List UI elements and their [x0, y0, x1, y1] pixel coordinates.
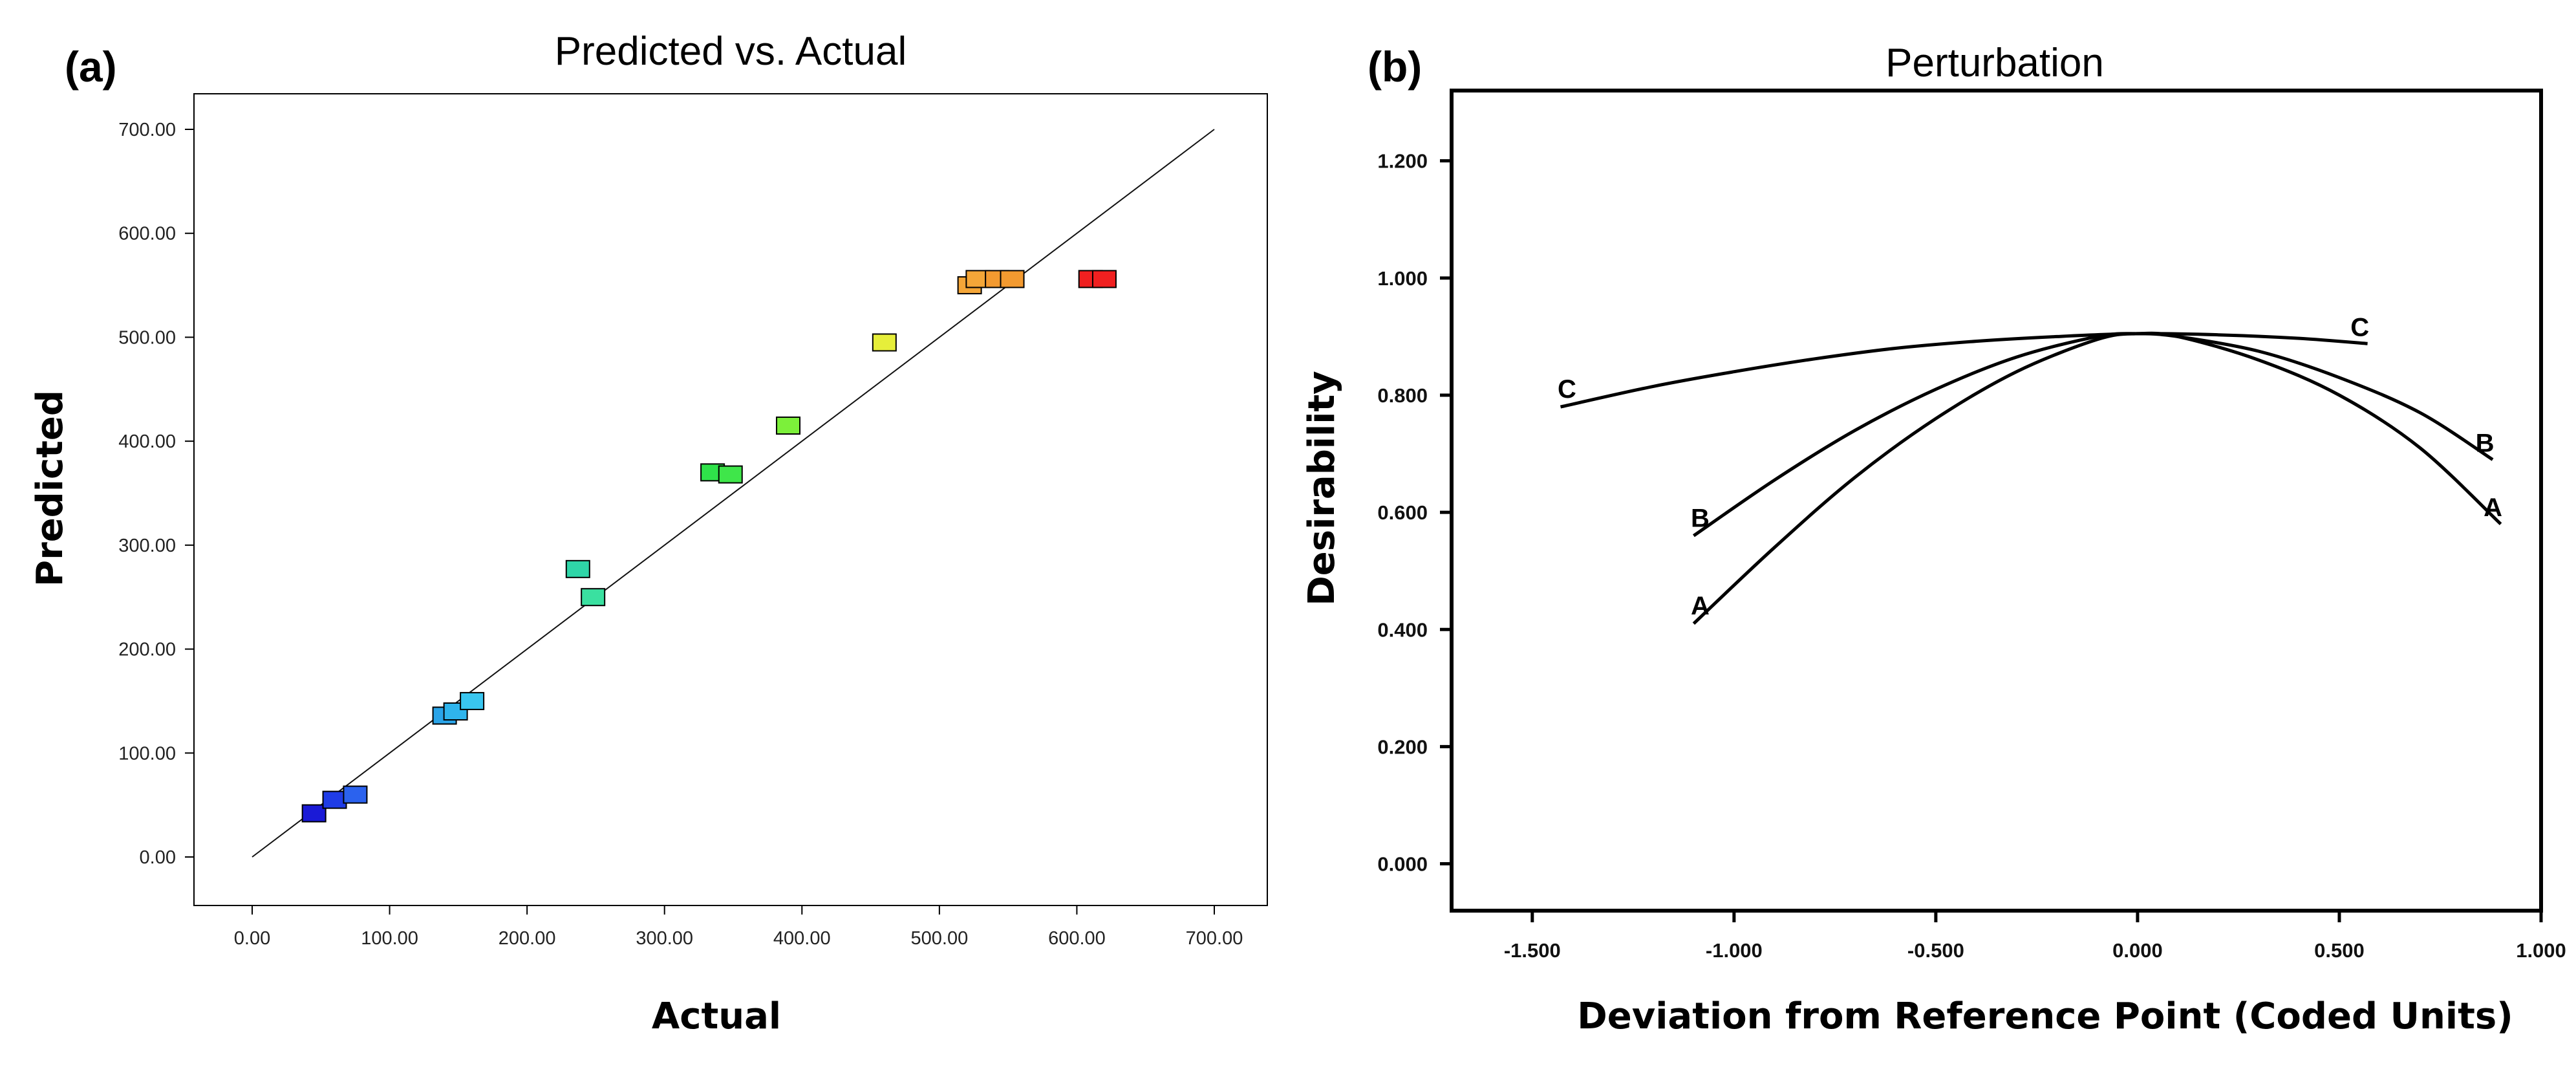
chart-a-plot-frame	[193, 93, 1268, 906]
x-tick-label: 0.000	[2112, 939, 2163, 962]
y-tick-label: 100.00	[118, 743, 176, 764]
y-tick-label: 0.00	[140, 847, 176, 868]
y-tick-label: 1.200	[1377, 150, 1428, 173]
y-tick-label: 0.800	[1377, 384, 1428, 407]
data-point	[581, 588, 606, 607]
x-tick-label: 700.00	[1186, 928, 1243, 949]
x-tick-label: 500.00	[911, 928, 969, 949]
data-point	[343, 785, 368, 804]
chart-a-title: Predicted vs. Actual	[555, 29, 907, 74]
panel-b-label: (b)	[1368, 43, 1422, 91]
chart-b-title: Perturbation	[1885, 41, 2104, 85]
y-tick-label: 1.000	[1377, 267, 1428, 290]
y-tick-label: 300.00	[118, 536, 176, 556]
chart-b-xlabel: Deviation from Reference Point (Coded Un…	[1577, 995, 2513, 1037]
chart-b-ylabel: Desirability	[1301, 371, 1343, 605]
data-point	[460, 691, 485, 710]
x-tick-label: 0.500	[2314, 939, 2365, 962]
x-tick-label: -1.500	[1504, 939, 1561, 962]
series-label-c-start: C	[1558, 375, 1576, 404]
chart-a-xlabel: Actual	[652, 995, 781, 1037]
y-tick-label: 400.00	[118, 431, 176, 452]
data-point	[776, 417, 801, 435]
data-point	[718, 465, 743, 484]
reference-line	[252, 129, 1215, 858]
panel-a-label: (a)	[65, 43, 117, 91]
x-tick-label: 100.00	[361, 928, 418, 949]
data-point	[565, 559, 590, 578]
y-tick-label: 600.00	[118, 224, 176, 244]
x-tick-label: 200.00	[499, 928, 556, 949]
chart-a-ticks: 0.00 100.00 200.00 300.00 400.00 500.00 600.00…	[118, 120, 1243, 949]
x-tick-label: -1.000	[1706, 939, 1763, 962]
chart-b-ticks: -1.500 -1.000 -0.500 0.000 0.500 1.000 0.000 0.…	[1377, 150, 2566, 962]
series-label-a-start: A	[1691, 592, 1710, 620]
series-label-a-end: A	[2484, 493, 2502, 522]
y-tick-label: 0.600	[1377, 501, 1428, 524]
series-label-b-end: B	[2476, 429, 2495, 458]
data-point	[1000, 270, 1025, 288]
y-tick-label: 200.00	[118, 640, 176, 660]
x-tick-label: 600.00	[1048, 928, 1106, 949]
y-tick-label: 0.200	[1377, 735, 1428, 758]
y-tick-label: 0.400	[1377, 618, 1428, 641]
y-tick-label: 0.000	[1377, 853, 1428, 876]
x-tick-label: 300.00	[636, 928, 693, 949]
panel-a: (a) Predicted vs. Actual 0.00 100.00 200.0…	[29, 29, 1268, 1037]
chart-b-plot-frame	[1450, 89, 2543, 913]
panel-b: (b) Perturbation -1.500 -1.000 -0.500 0.000…	[1301, 41, 2566, 1037]
series-line-a	[1692, 331, 2502, 625]
x-tick-label: 400.00	[773, 928, 831, 949]
data-point	[872, 333, 897, 352]
x-tick-label: 1.000	[2516, 939, 2566, 962]
chart-a-ylabel: Predicted	[29, 390, 71, 587]
data-point	[1091, 270, 1117, 288]
series-label-c-end: C	[2350, 313, 2369, 341]
data-point	[322, 790, 347, 809]
x-tick-label: -0.500	[1907, 939, 1964, 962]
y-tick-label: 700.00	[118, 120, 176, 140]
y-tick-label: 500.00	[118, 327, 176, 348]
series-line-b	[1692, 332, 2494, 537]
series-line-c	[1560, 332, 2368, 409]
series-label-b-start: B	[1691, 504, 1710, 532]
data-point	[443, 702, 468, 721]
data-point	[301, 804, 327, 823]
chart-a-marks	[252, 129, 1215, 858]
chart-b-marks: A A B B C C	[1558, 313, 2502, 625]
x-tick-label: 0.00	[234, 928, 270, 949]
